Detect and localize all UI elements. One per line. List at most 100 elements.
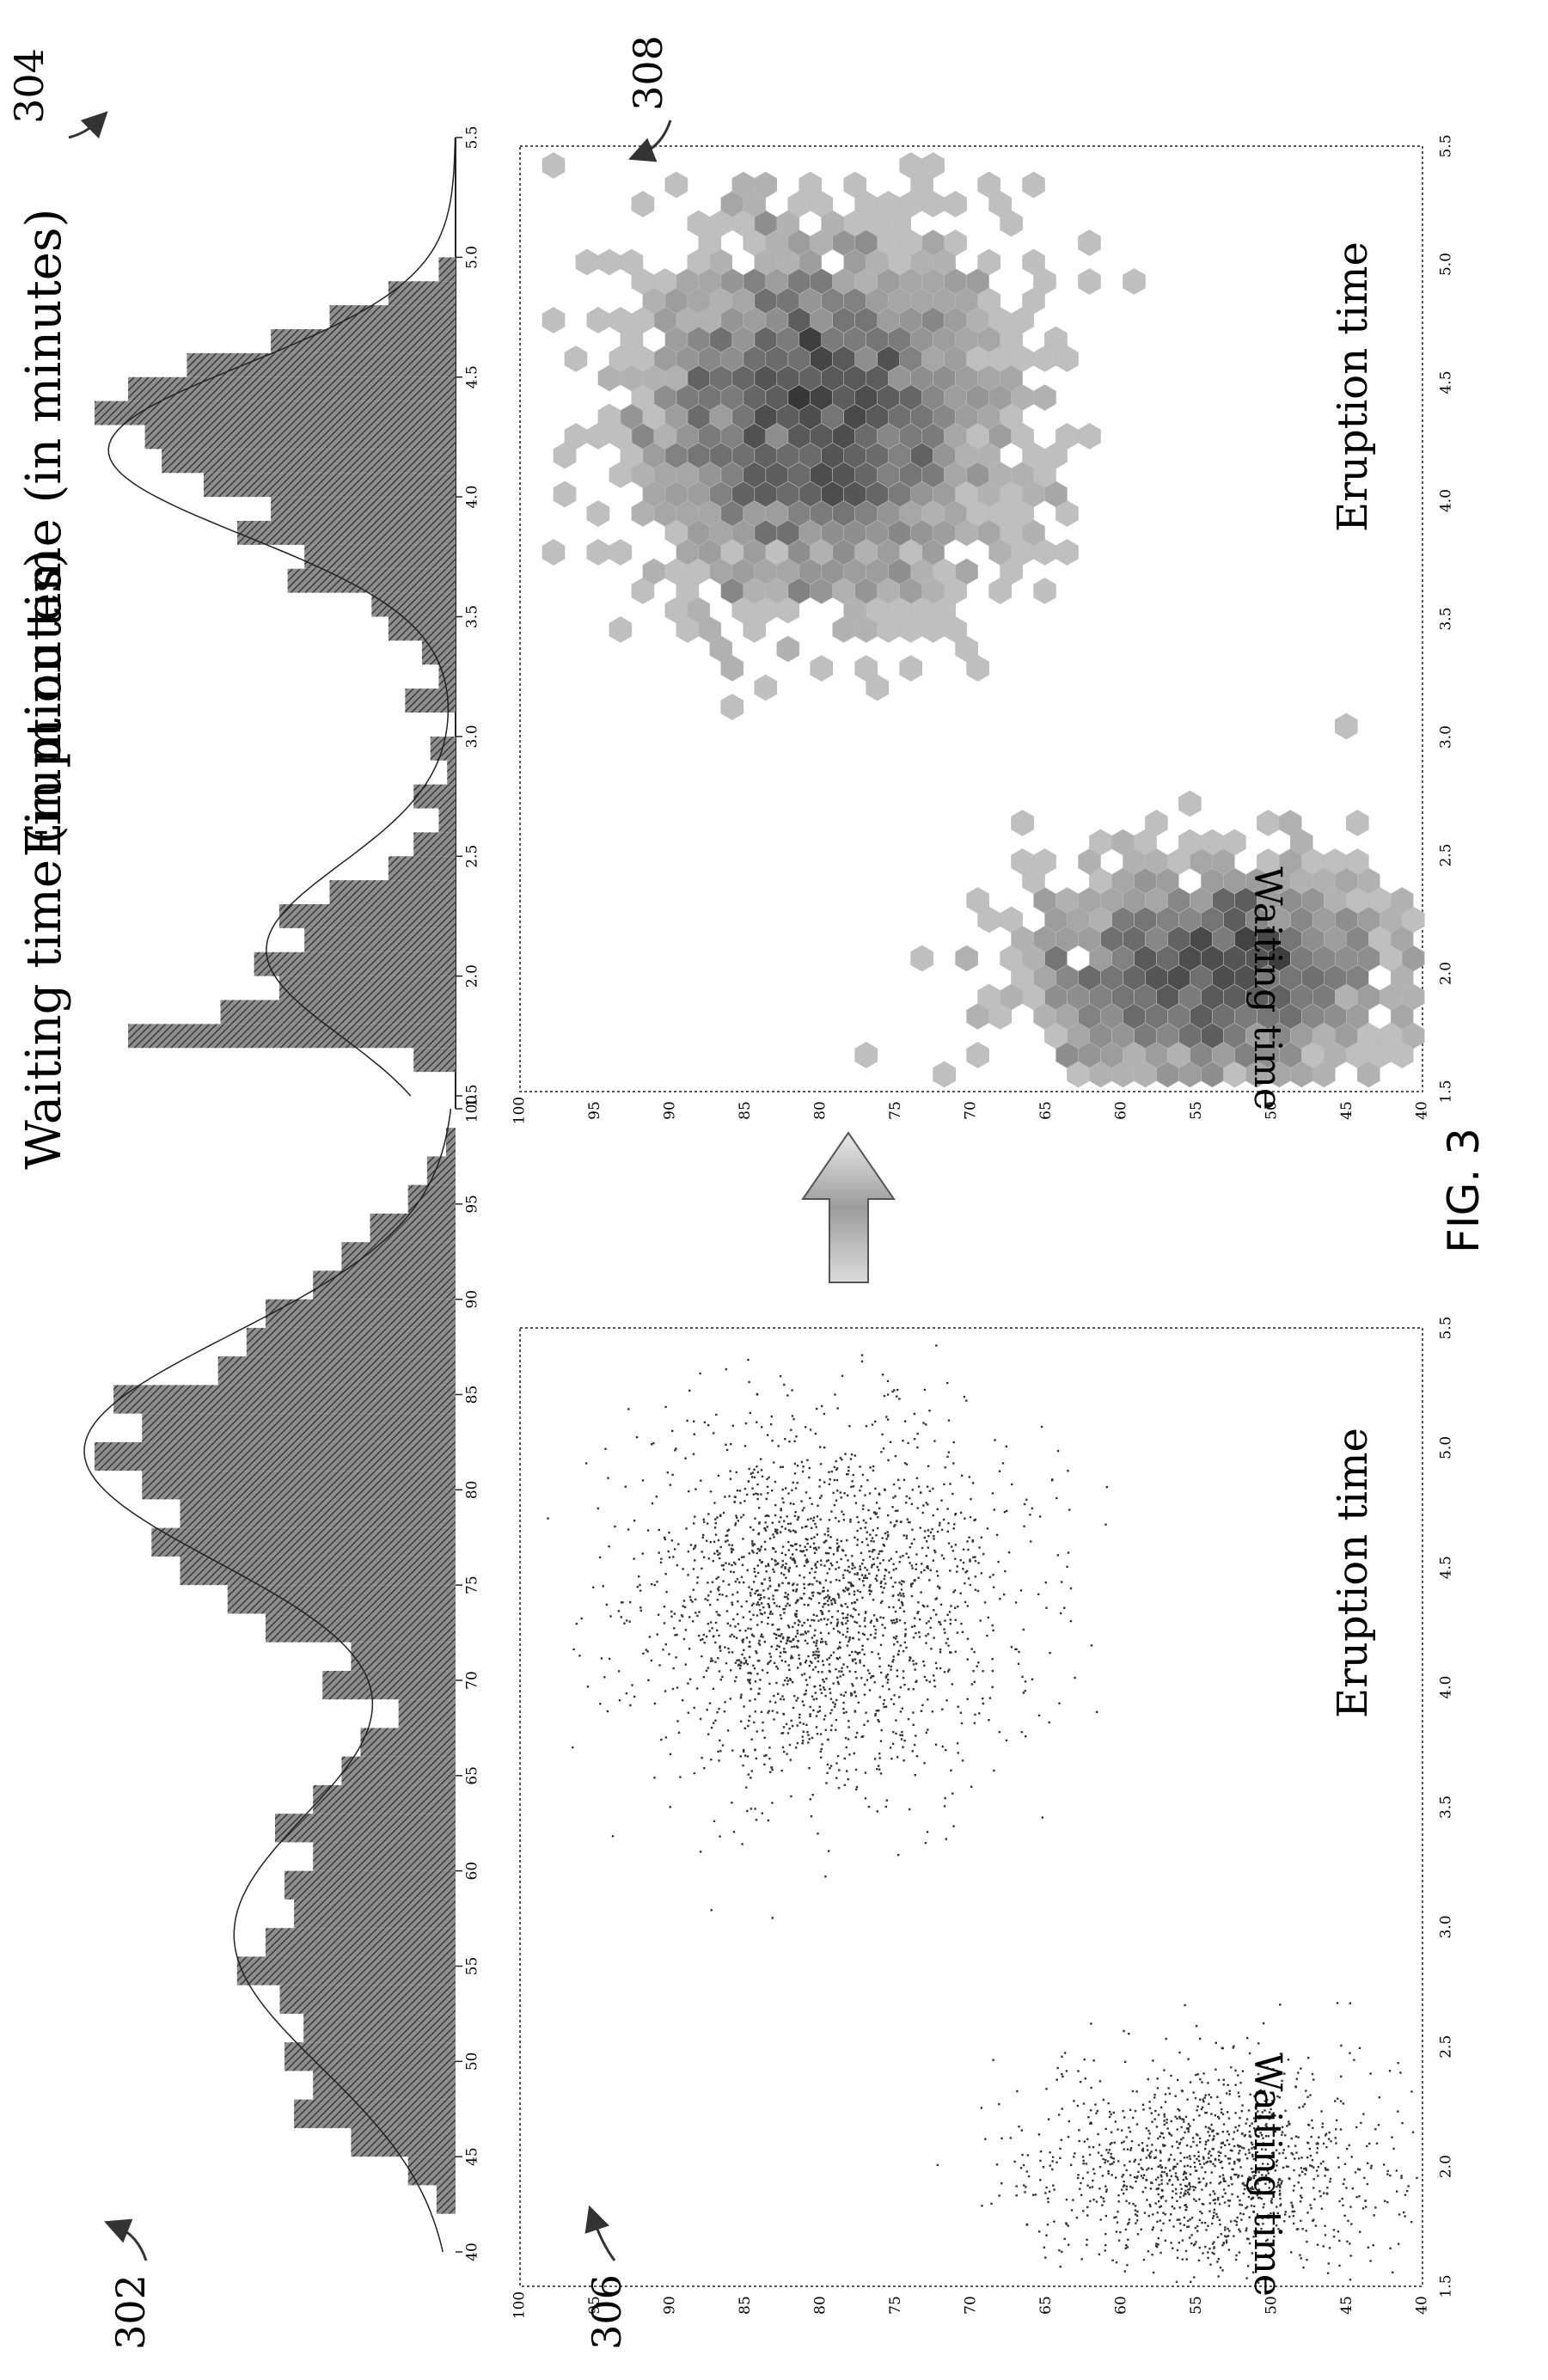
scatter-point [1124,2228,1128,2231]
scatter-point [617,1610,621,1612]
scatter-point [1206,2160,1209,2163]
scatter-point [778,1628,780,1631]
histogram-tick-label: 65 [464,1766,481,1785]
y-tick-label: 50 [1263,1101,1281,1120]
scatter-point [867,1508,870,1512]
scatter-point [710,1759,713,1761]
scatter-point [751,1471,755,1474]
scatter-point [847,1588,850,1590]
scatter-point [1301,2105,1305,2108]
scatter-point [1134,2209,1137,2212]
scatter-point [1266,2238,1269,2241]
scatter-point [1329,2181,1331,2183]
scatter-point [1188,2187,1191,2190]
scatter-point [729,1698,731,1700]
hexbin-cell [933,248,956,276]
scatter-point [1199,2098,1202,2101]
hexbin-cell [541,539,566,566]
scatter-point [838,1631,841,1634]
scatter-point [824,1715,827,1717]
scatter-point [781,1732,785,1735]
scatter-point [683,1606,687,1608]
scatter-point [1168,2132,1172,2136]
scatter-point [832,1491,835,1495]
scatter-point [1196,2109,1198,2112]
hexbin-cell [597,248,621,276]
scatter-point [825,1623,829,1626]
scatter-point [815,1650,817,1653]
scatter-point [864,1625,866,1628]
scatter-point [1080,2258,1083,2261]
scatter-point [915,1662,918,1665]
scatter-point [1279,2053,1282,2055]
scatter-point [940,1528,944,1531]
scatter-point [938,1620,940,1624]
scatter-point [731,1424,734,1427]
histogram-tick-label: 5.5 [464,125,481,149]
scatter-point [1222,2083,1225,2086]
scatter-point [1325,2145,1328,2149]
scatter-point [744,1661,748,1664]
scatter-point [864,1574,866,1577]
scatter-point [702,1676,706,1679]
scatter-point [756,1730,758,1733]
scatter-point [783,1648,786,1650]
scatter-point [1273,2191,1276,2193]
scatter-point [964,1600,967,1604]
scatter-point [903,1462,907,1465]
scatter-point [806,1684,809,1686]
hexbin-cell [977,287,1000,315]
scatter-point [798,1713,801,1716]
scatter-point [781,1637,785,1640]
scatter-point [620,1616,622,1618]
scatter-point [1225,2239,1228,2242]
scatter-point [688,1595,692,1599]
scatter-point [734,1522,737,1525]
scatter-point [1222,2123,1226,2126]
scatter-point [910,1594,914,1598]
scatter-point [1239,2158,1241,2161]
scatter-point [1300,2257,1302,2260]
scatter-point [773,1661,776,1664]
scatter-point [914,1617,916,1619]
scatter-point [909,1496,911,1500]
scatter-point [939,1651,942,1654]
scatter-point [863,1633,866,1637]
scatter-point [781,1488,784,1491]
scatter-point [796,1600,798,1603]
scatter-point [847,1738,850,1741]
scatter-point [956,1742,959,1745]
histogram-tick-label: 55 [464,1957,481,1976]
scatter-point [894,1610,897,1613]
scatter-point [793,1440,796,1442]
scatter-point [725,1562,727,1564]
scatter-point [701,1536,704,1539]
scatter-point [897,1599,900,1601]
scatter-point [1293,2184,1295,2187]
ref-308: 308 [625,35,671,111]
scatter-point [820,1756,823,1759]
scatter-point [1168,2132,1171,2134]
scatter-point [1034,2193,1037,2196]
scatter-point [884,1582,887,1585]
scatter-point [1088,2186,1092,2189]
scatter-point [1000,2137,1003,2140]
scatter-point [789,1502,792,1505]
scatter-point [663,1622,666,1624]
scatter-point [747,1672,750,1674]
scatter-point [854,1620,856,1624]
scatter-point [1179,2160,1182,2163]
scatter-point [945,1699,948,1702]
scatter-point [1262,2163,1264,2165]
scatter-point [795,1590,798,1593]
scatter-point [1256,2194,1259,2197]
scatter-point [932,1487,934,1490]
hexbin-cell [899,152,922,179]
scatter-point [1187,2225,1190,2228]
scatter-point [916,1446,919,1449]
scatter-point [710,1909,713,1912]
scatter-point [993,1508,995,1511]
scatter-point [1047,2200,1049,2204]
scatter-point [686,1419,688,1422]
scatter-point [820,1747,823,1751]
